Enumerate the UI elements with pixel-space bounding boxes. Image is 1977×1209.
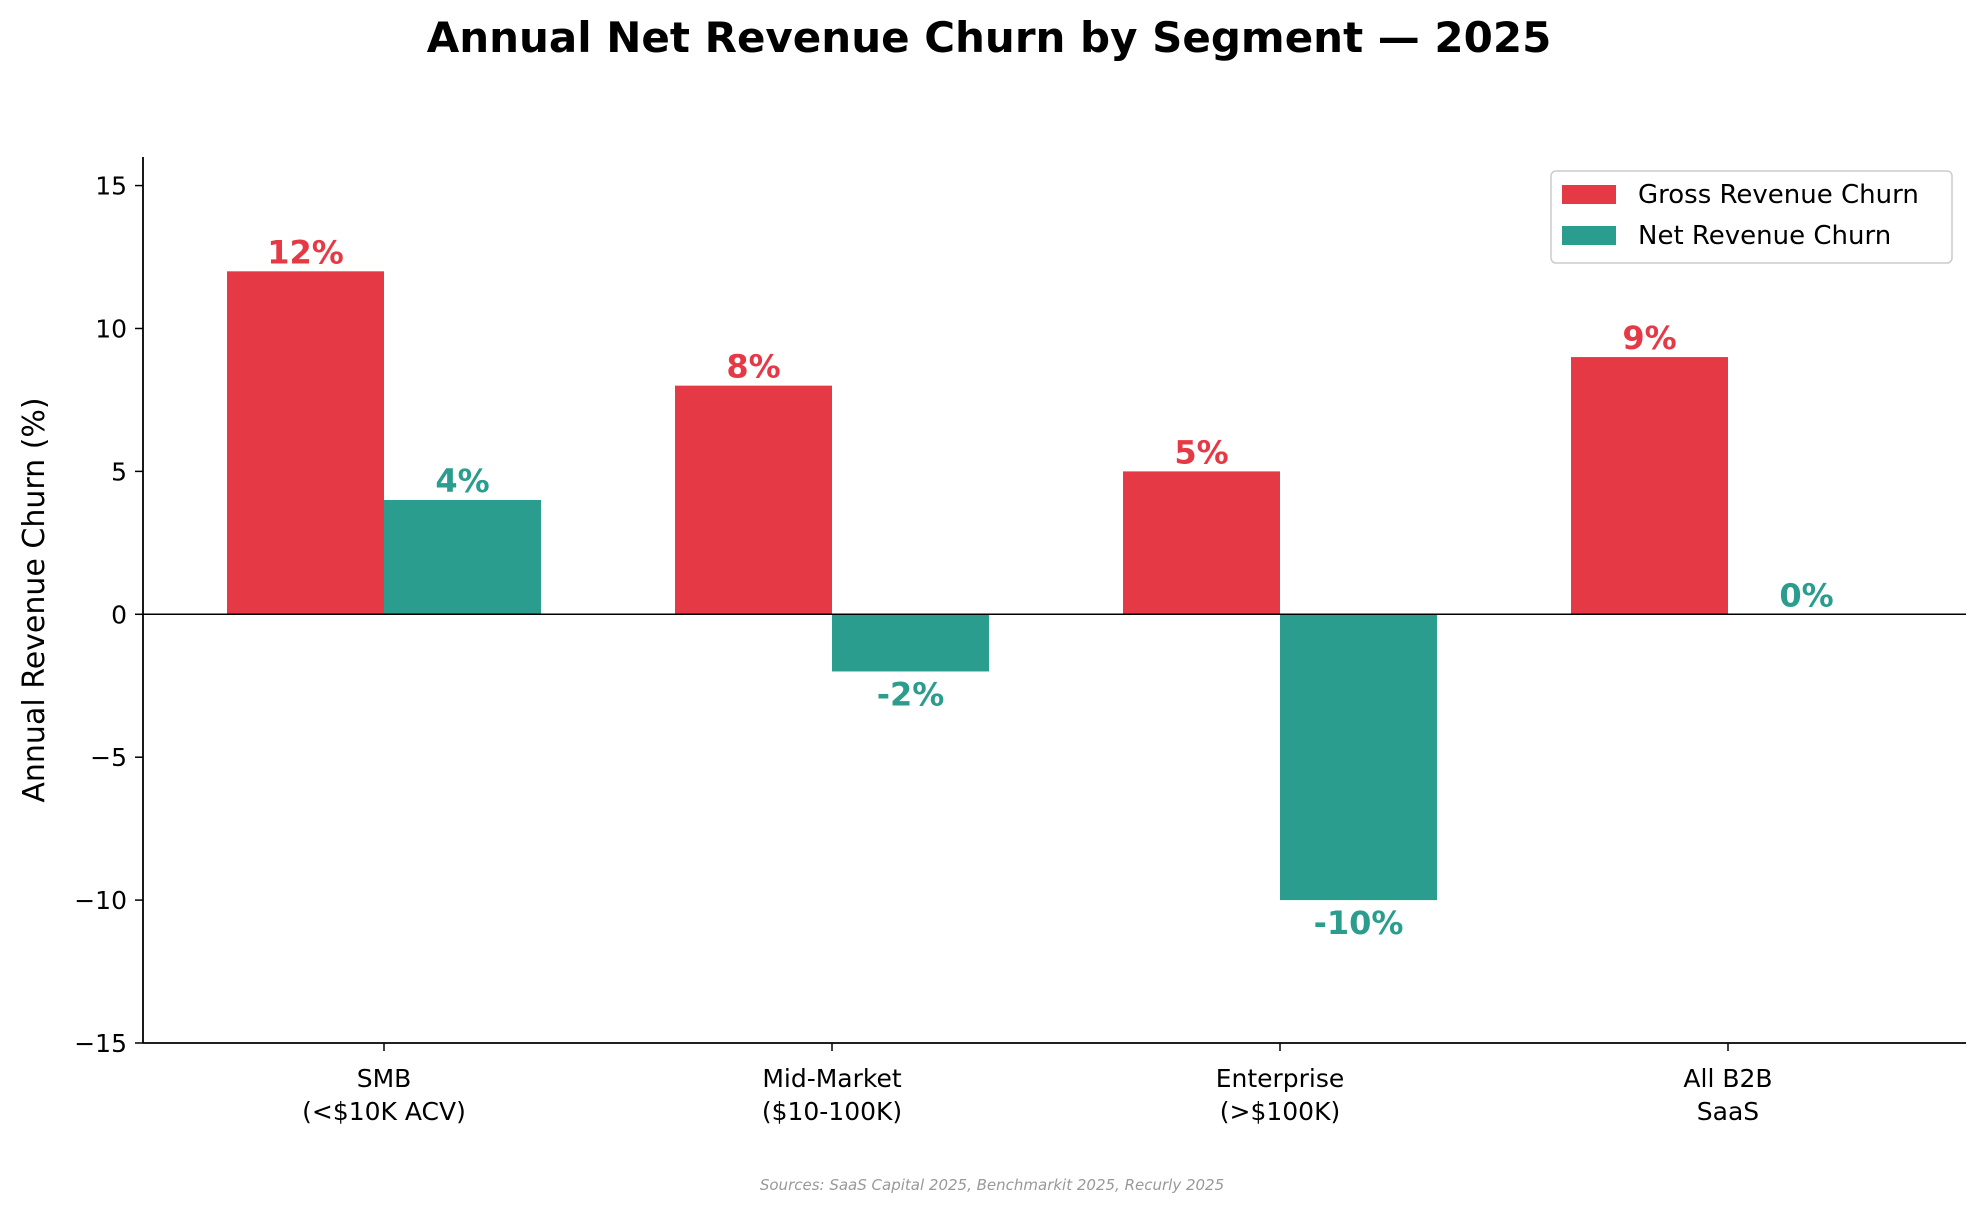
legend-label-net: Net Revenue Churn	[1638, 221, 1891, 251]
data-label-gross-2: 8%	[726, 348, 780, 386]
data-label-net-1: 4%	[435, 462, 489, 500]
data-label-net-3: -10%	[1314, 904, 1404, 942]
y-tick-label-4: 0	[111, 600, 127, 629]
y-tick-label-1: 15	[95, 172, 127, 201]
bar-gross-3	[1123, 471, 1280, 615]
bar-net-1	[384, 499, 541, 615]
y-tick-label-7: −15	[74, 1029, 127, 1058]
x-tick-label-2-line-2: ($10-100K)	[762, 1097, 902, 1126]
bar-gross-2	[675, 385, 832, 615]
legend-frame	[1550, 170, 1953, 264]
data-label-gross-3: 5%	[1174, 433, 1228, 471]
plot-area: 12% 4% SMB (<$10K ACV) 8% -2% Mid-Market ($10-1…	[74, 157, 1966, 1126]
y-tick-label-5: −5	[90, 743, 127, 772]
data-label-net-4: 0%	[1779, 576, 1833, 614]
legend-label-gross: Gross Revenue Churn	[1638, 180, 1919, 210]
data-label-gross-4: 9%	[1622, 319, 1676, 357]
x-tick-label-2-line-1: Mid-Market	[762, 1064, 902, 1093]
bar-net-3	[1280, 614, 1437, 901]
x-tick-label-4-line-1: All B2B	[1683, 1064, 1772, 1093]
bar-gross-1	[227, 271, 384, 615]
source-note: Sources: SaaS Capital 2025, Benchmarkit …	[760, 1176, 1224, 1194]
data-label-net-2: -2%	[877, 675, 945, 713]
legend-swatch-gross	[1562, 185, 1616, 204]
chart-title: Annual Net Revenue Churn by Segment — 20…	[427, 13, 1552, 62]
y-tick-label-3: 5	[111, 457, 127, 486]
bar-gross-4	[1571, 357, 1728, 615]
x-tick-label-3-line-2: (>$100K)	[1220, 1097, 1340, 1126]
bar-net-2	[832, 614, 989, 672]
legend-swatch-net	[1562, 226, 1616, 245]
x-tick-label-4-line-2: SaaS	[1697, 1097, 1759, 1126]
data-label-gross-1: 12%	[267, 233, 344, 271]
legend: Gross Revenue Churn Net Revenue Churn	[1550, 170, 1953, 264]
x-tick-label-3-line-1: Enterprise	[1216, 1064, 1345, 1093]
y-tick-label-6: −10	[74, 886, 127, 915]
x-tick-label-1-line-2: (<$10K ACV)	[302, 1097, 466, 1126]
y-axis-label: Annual Revenue Churn (%)	[17, 397, 52, 802]
y-tick-label-2: 10	[95, 314, 127, 343]
x-tick-label-1-line-1: SMB	[357, 1064, 412, 1093]
